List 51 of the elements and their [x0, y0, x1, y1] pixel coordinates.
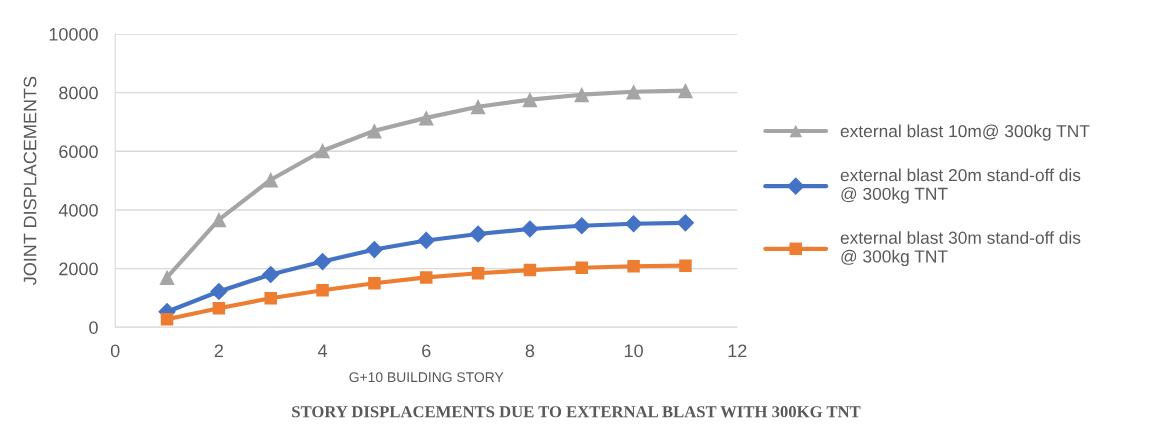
text: STORY DISPLACEMENTS DUE TO EXTERNAL BLAST WITH 300KG TNT [292, 406, 861, 418]
point [624, 214, 643, 233]
x-tick-label: 0 [110, 344, 120, 358]
point [419, 271, 433, 284]
point [418, 110, 434, 126]
point [677, 82, 694, 99]
point [212, 301, 226, 315]
point [417, 231, 436, 250]
point [471, 267, 485, 280]
point [574, 87, 590, 103]
y-tick-label: 6000 [59, 145, 98, 159]
point [365, 240, 384, 259]
y-tick-label: 4000 [58, 203, 98, 217]
point [316, 284, 329, 297]
point [263, 172, 279, 188]
point [676, 214, 695, 232]
point [575, 261, 589, 274]
point [521, 220, 539, 238]
legend-label: external blast 30m stand-off dis @ 300kg TNT [840, 231, 1081, 267]
point [160, 313, 174, 326]
x-tick-label: 4 [317, 344, 328, 357]
x-tick-label: 6 [422, 344, 431, 358]
point [572, 216, 591, 235]
legend-label: external blast 20m stand-off dis @ 300kg TNT [840, 168, 1081, 204]
y-tick-label: 2000 [59, 262, 98, 276]
point [264, 291, 277, 305]
x-tick-label: 8 [525, 344, 535, 358]
point [314, 143, 331, 159]
y-axis-title: JOINT DISPLACEMENTS [23, 76, 37, 286]
point [627, 260, 640, 273]
legend-label: external blast 10m@ 300kg TNT [840, 124, 1090, 141]
point [366, 123, 383, 139]
x-tick-label: 10 [624, 344, 643, 358]
point [210, 282, 228, 301]
x-tick-label: 12 [728, 344, 747, 357]
x-tick-label: 2 [214, 344, 223, 357]
point [469, 225, 487, 243]
point [368, 277, 381, 290]
y-tick-label: 10000 [49, 27, 98, 41]
point [470, 99, 486, 115]
point [211, 211, 227, 228]
point [261, 265, 280, 284]
point [679, 259, 692, 272]
point [313, 252, 332, 271]
point [159, 269, 175, 286]
point [625, 84, 642, 100]
x-axis-title: G+10 BUILDING STORY [349, 372, 504, 383]
y-tick-label: 8000 [59, 86, 98, 100]
point [522, 92, 538, 108]
y-tick-label: 0 [89, 321, 98, 334]
point [523, 263, 537, 277]
